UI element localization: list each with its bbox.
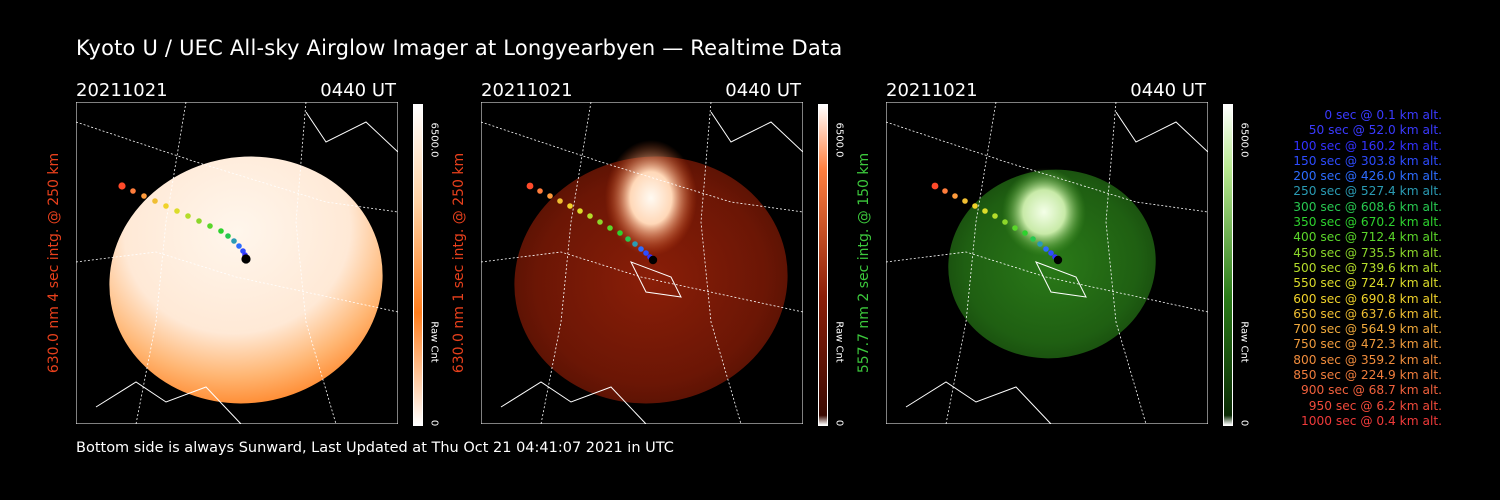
island-outline — [629, 261, 682, 298]
grid-line — [700, 102, 742, 424]
legend-item: 400 sec @ 712.4 km alt. — [1293, 230, 1442, 245]
colorbar-min: 0 — [428, 419, 440, 427]
grid-line — [1105, 102, 1147, 424]
panel-557nm-2sec: 20211021 0440 UT 557.7 nm 2 sec intg. @ … — [856, 80, 1250, 430]
legend-item: 100 sec @ 160.2 km alt. — [1293, 138, 1442, 153]
airglow-image — [109, 156, 383, 404]
colorbar-min: 0 — [1238, 419, 1250, 427]
legend-item: 200 sec @ 426.0 km alt. — [1293, 169, 1442, 184]
footer-status: Bottom side is always Sunward, Last Upda… — [76, 440, 674, 456]
grid-line — [886, 251, 1208, 313]
legend-item: 650 sec @ 637.6 km alt. — [1293, 306, 1442, 321]
legend-item: 1000 sec @ 0.4 km alt. — [1301, 413, 1442, 428]
coastline — [500, 381, 647, 424]
colorbar-max: 6500.0 — [833, 122, 845, 158]
legend-item: 300 sec @ 608.6 km alt. — [1293, 199, 1442, 214]
airglow-map-3 — [886, 102, 1208, 424]
panel-time: 0440 UT — [320, 80, 396, 101]
colorbar-min: 0 — [833, 419, 845, 427]
grid-line — [945, 102, 997, 424]
grid-line — [135, 102, 187, 424]
aurora-bright-region — [1002, 168, 1086, 256]
panel-ylabel: 630.0 nm 4 sec intg. @ 250 km — [46, 152, 62, 374]
airglow-map-1 — [76, 102, 398, 424]
trajectory-track — [118, 182, 251, 264]
coastline — [905, 381, 1052, 424]
legend-item: 800 sec @ 359.2 km alt. — [1293, 352, 1442, 367]
legend-item: 900 sec @ 68.7 km alt. — [1301, 383, 1442, 398]
altitude-legend: 0 sec @ 0.1 km alt. 50 sec @ 52.0 km alt… — [1262, 108, 1442, 429]
trajectory-track — [526, 182, 658, 265]
colorbar-unit: Raw Cnt — [833, 321, 845, 363]
legend-item: 0 sec @ 0.1 km alt. — [1324, 108, 1442, 122]
colorbar-unit: Raw Cnt — [1238, 321, 1250, 363]
legend-item: 700 sec @ 564.9 km alt. — [1293, 322, 1442, 337]
coastline — [1115, 111, 1208, 153]
panel-ylabel: 630.0 nm 1 sec intg. @ 250 km — [451, 152, 467, 374]
coastline — [95, 381, 242, 424]
grid-line — [540, 102, 592, 424]
page-title: Kyoto U / UEC All-sky Airglow Imager at … — [76, 36, 843, 60]
legend-item: 600 sec @ 690.8 km alt. — [1293, 291, 1442, 306]
legend-item: 750 sec @ 472.3 km alt. — [1293, 337, 1442, 352]
airglow-map-2 — [481, 102, 803, 424]
colorbar-max: 6500.0 — [1238, 122, 1250, 158]
legend-item: 150 sec @ 303.8 km alt. — [1293, 153, 1442, 168]
colorbar — [818, 104, 828, 426]
legend-item: 500 sec @ 739.6 km alt. — [1293, 260, 1442, 275]
legend-item: 50 sec @ 52.0 km alt. — [1308, 123, 1442, 138]
coastline — [710, 111, 803, 153]
aurora-bright-region — [605, 140, 697, 256]
legend-item: 350 sec @ 670.2 km alt. — [1293, 215, 1442, 230]
legend-item: 450 sec @ 735.5 km alt. — [1293, 245, 1442, 260]
panel-date: 20211021 — [886, 80, 978, 101]
legend-item: 950 sec @ 6.2 km alt. — [1308, 398, 1442, 413]
panel-time: 0440 UT — [1130, 80, 1206, 101]
airglow-image — [514, 156, 788, 404]
panel-time: 0440 UT — [725, 80, 801, 101]
island-outline — [1034, 261, 1087, 298]
colorbar — [413, 104, 423, 426]
legend-item: 250 sec @ 527.4 km alt. — [1293, 184, 1442, 199]
panel-date: 20211021 — [481, 80, 573, 101]
grid-line — [76, 251, 398, 313]
legend-item: 550 sec @ 724.7 km alt. — [1293, 276, 1442, 291]
grid-line — [481, 251, 803, 313]
panel-ylabel: 557.7 nm 2 sec intg. @ 150 km — [856, 152, 872, 374]
colorbar — [1223, 104, 1233, 426]
grid-line — [295, 102, 337, 424]
trajectory-track — [931, 182, 1063, 265]
colorbar-max: 6500.0 — [428, 122, 440, 158]
panel-date: 20211021 — [76, 80, 168, 101]
panel-630nm-4sec: 20211021 0440 UT 630.0 nm 4 sec intg. @ … — [46, 80, 440, 430]
legend-item: 850 sec @ 224.9 km alt. — [1293, 368, 1442, 383]
colorbar-unit: Raw Cnt — [428, 321, 440, 363]
panel-630nm-1sec: 20211021 0440 UT 630.0 nm 1 sec intg. @ … — [451, 80, 845, 430]
airglow-image — [948, 169, 1156, 359]
coastline — [305, 111, 398, 153]
